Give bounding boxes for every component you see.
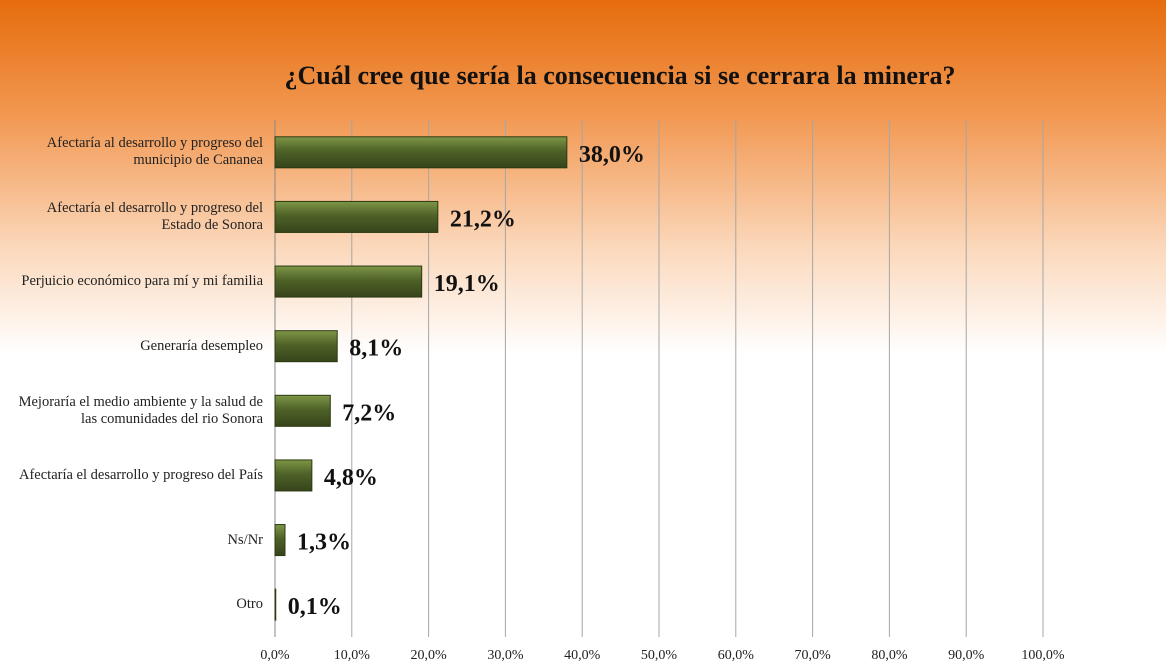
x-tick-label: 60,0% — [718, 648, 755, 663]
x-tick-label: 40,0% — [564, 648, 601, 663]
y-tick-label: Afectaría el desarrollo y progreso del E… — [46, 199, 263, 233]
x-tick-label: 0,0% — [260, 648, 290, 663]
bar — [274, 200, 439, 233]
value-label: 8,1% — [349, 336, 403, 362]
y-tick-label: Afectaría al desarrollo y progreso del m… — [46, 135, 263, 169]
y-tick-label: Mejoraría el medio ambiente y la salud d… — [18, 393, 263, 427]
x-tick-label: 90,0% — [948, 648, 985, 663]
y-tick-label: Afectaría el desarrollo y progreso del P… — [19, 466, 263, 483]
y-tick-label: Generaría desempleo — [140, 337, 263, 354]
value-label: 1,3% — [297, 530, 351, 556]
bar — [274, 136, 568, 169]
value-label: 38,0% — [579, 142, 645, 168]
y-tick-label: Ns/Nr — [227, 531, 263, 548]
x-tick-label: 70,0% — [795, 648, 832, 663]
value-label: 21,2% — [450, 206, 516, 232]
x-tick-label: 10,0% — [334, 648, 371, 663]
x-tick-label: 80,0% — [871, 648, 908, 663]
bar — [274, 265, 423, 298]
y-tick-label: Perjuicio económico para mí y mi familia — [21, 273, 263, 290]
x-tick-label: 20,0% — [411, 648, 448, 663]
chart-title: ¿Cuál cree que sería la consecuencia si … — [284, 61, 955, 90]
value-label: 4,8% — [324, 465, 378, 491]
value-label: 0,1% — [288, 594, 342, 620]
bar — [274, 330, 338, 363]
x-tick-label: 50,0% — [641, 648, 678, 663]
value-label: 19,1% — [434, 271, 500, 297]
bar — [274, 588, 277, 621]
bar — [274, 394, 331, 427]
bar — [274, 524, 286, 557]
x-tick-label: 100,0% — [1021, 648, 1065, 663]
x-tick-label: 30,0% — [487, 648, 524, 663]
y-tick-label: Otro — [236, 596, 263, 613]
bar — [274, 459, 313, 492]
value-label: 7,2% — [342, 400, 396, 426]
